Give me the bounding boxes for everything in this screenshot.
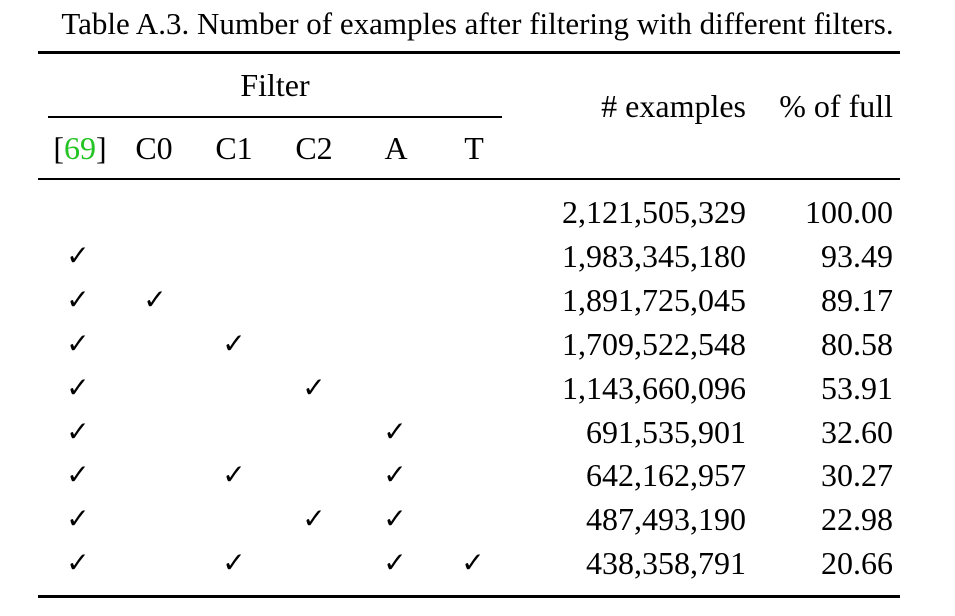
percent-cell: 89.17 <box>821 282 893 318</box>
examples-cell: 1,709,522,548 <box>562 326 746 362</box>
column-header-ref: [69] <box>48 128 112 168</box>
percent-cell: 100.00 <box>805 194 893 230</box>
column-header-percent: % of full <box>779 88 893 124</box>
citation-bracket-open: [ <box>53 130 64 166</box>
examples-cell: 2,121,505,329 <box>562 194 746 230</box>
percent-cell: 20.66 <box>821 545 893 581</box>
check-mark: ✓ <box>66 239 90 272</box>
top-rule <box>38 51 900 54</box>
percent-cell: 32.60 <box>821 414 893 450</box>
header-rule <box>38 178 900 180</box>
check-mark: ✓ <box>66 371 90 404</box>
examples-cell: 691,535,901 <box>586 414 746 450</box>
check-mark: ✓ <box>383 502 407 535</box>
check-mark: ✓ <box>66 415 90 448</box>
check-mark: ✓ <box>222 458 246 491</box>
filter-group-header: Filter <box>240 67 310 103</box>
examples-cell: 1,143,660,096 <box>562 370 746 406</box>
check-mark: ✓ <box>66 283 90 316</box>
percent-cell: 93.49 <box>821 238 893 274</box>
percent-cell: 22.98 <box>821 501 893 537</box>
column-header-a: A <box>384 130 408 166</box>
check-mark: ✓ <box>383 458 407 491</box>
citation-bracket-close: ] <box>96 130 107 166</box>
column-header-c1: C1 <box>215 130 253 166</box>
citation-link[interactable]: 69 <box>64 130 96 166</box>
check-mark: ✓ <box>66 546 90 579</box>
examples-cell: 1,891,725,045 <box>562 282 746 318</box>
table-caption: Table A.3. Number of examples after filt… <box>61 6 894 41</box>
examples-cell: 487,493,190 <box>586 501 746 537</box>
column-header-examples: # examples <box>601 88 746 124</box>
percent-cell: 80.58 <box>821 326 893 362</box>
filter-group-rule <box>48 116 502 118</box>
check-mark: ✓ <box>143 283 167 316</box>
check-mark: ✓ <box>383 415 407 448</box>
column-header-c2: C2 <box>295 130 333 166</box>
check-mark: ✓ <box>66 458 90 491</box>
check-mark: ✓ <box>302 502 326 535</box>
check-mark: ✓ <box>302 371 326 404</box>
examples-cell: 438,358,791 <box>586 545 746 581</box>
column-header-t: T <box>464 130 484 166</box>
percent-cell: 53.91 <box>821 370 893 406</box>
check-mark: ✓ <box>66 327 90 360</box>
check-mark: ✓ <box>461 546 485 579</box>
examples-cell: 1,983,345,180 <box>562 238 746 274</box>
column-header-c0: C0 <box>135 130 173 166</box>
check-mark: ✓ <box>222 327 246 360</box>
bottom-rule <box>38 595 900 598</box>
check-mark: ✓ <box>66 502 90 535</box>
examples-cell: 642,162,957 <box>586 457 746 493</box>
check-mark: ✓ <box>383 546 407 579</box>
check-mark: ✓ <box>222 546 246 579</box>
percent-cell: 30.27 <box>821 457 893 493</box>
